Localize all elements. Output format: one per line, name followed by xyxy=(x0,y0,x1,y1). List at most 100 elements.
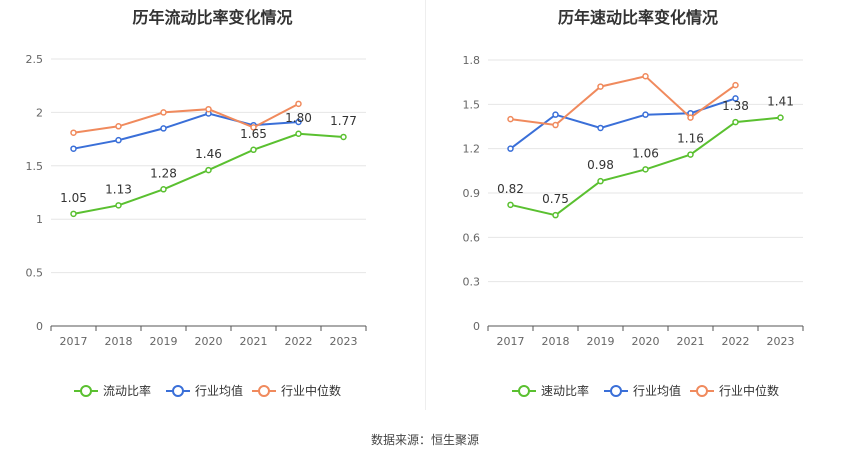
legend-marker xyxy=(518,385,530,397)
data-label: 1.05 xyxy=(60,191,87,205)
data-point xyxy=(70,129,77,136)
x-tick-label: 2023 xyxy=(330,335,358,348)
series-line xyxy=(509,97,736,150)
data-label: 0.75 xyxy=(542,192,569,206)
y-tick-label: 0.6 xyxy=(463,231,481,244)
data-label: 1.80 xyxy=(285,111,312,125)
data-point xyxy=(295,100,302,108)
data-point xyxy=(115,136,122,144)
data-point xyxy=(552,211,559,219)
data-label: 1.46 xyxy=(195,147,222,161)
data-point xyxy=(507,145,514,152)
y-tick-label: 2 xyxy=(36,106,43,119)
chart-title: 历年流动比率变化情况 xyxy=(132,8,293,27)
legend-marker xyxy=(610,385,622,397)
x-tick-label: 2020 xyxy=(632,335,660,348)
chart-title: 历年速动比率变化情况 xyxy=(557,8,718,27)
panel-divider xyxy=(425,0,426,410)
data-label: 1.77 xyxy=(330,114,357,128)
data-point xyxy=(732,81,739,89)
data-point xyxy=(295,118,302,126)
data-point xyxy=(687,151,694,158)
data-point xyxy=(205,166,212,174)
data-label: 1.13 xyxy=(105,182,132,196)
x-tick-label: 2017 xyxy=(497,335,525,348)
data-label: 1.41 xyxy=(767,95,794,109)
data-label: 1.65 xyxy=(240,127,267,141)
y-tick-label: 1.2 xyxy=(463,143,481,156)
data-label: 1.28 xyxy=(150,166,177,180)
data-point xyxy=(70,210,77,218)
data-point xyxy=(642,111,649,118)
data-point xyxy=(295,130,302,138)
y-tick-label: 1.8 xyxy=(463,54,481,67)
current-ratio-chart: 历年流动比率变化情况 0 0.5 1 1.5 2 2.5 2017 2018 2019 2020 2… xyxy=(0,0,425,420)
legend-label: 行业均值 xyxy=(633,383,681,398)
legend-marker xyxy=(172,385,184,397)
data-label: 1.06 xyxy=(632,146,659,160)
data-point xyxy=(160,109,167,116)
x-tick-label: 2020 xyxy=(195,335,223,348)
series-line xyxy=(73,112,299,150)
data-point xyxy=(732,95,739,102)
y-tick-label: 0.3 xyxy=(463,276,481,289)
current-ratio-plot: 0 0.5 1 1.5 2 2.5 2017 2018 2019 2020 2021 2022 2023… xyxy=(26,53,367,398)
legend-marker xyxy=(696,385,708,397)
legend-label: 流动比率 xyxy=(103,383,151,398)
data-label: 0.98 xyxy=(587,158,614,172)
x-tick-label: 2022 xyxy=(285,335,313,348)
legend-label: 行业均值 xyxy=(195,383,243,398)
series-line xyxy=(510,75,737,127)
series-line xyxy=(73,132,344,215)
data-point xyxy=(507,115,514,123)
series-line xyxy=(73,103,299,134)
legend-label: 行业中位数 xyxy=(719,383,779,398)
data-point xyxy=(687,114,694,121)
x-tick-label: 2019 xyxy=(587,335,615,348)
data-point xyxy=(250,146,257,154)
x-tick-label: 2019 xyxy=(150,335,178,348)
legend-label: 速动比率 xyxy=(541,383,589,398)
y-tick-label: 0.9 xyxy=(463,187,481,200)
data-point xyxy=(552,111,559,118)
data-source: 数据来源：恒生聚源 xyxy=(370,433,479,447)
x-tick-label: 2017 xyxy=(60,335,88,348)
y-tick-label: 1.5 xyxy=(26,160,44,173)
data-point xyxy=(507,201,514,209)
y-tick-label: 1 xyxy=(36,213,43,226)
y-tick-label: 1.5 xyxy=(463,98,481,111)
data-point xyxy=(160,186,167,193)
data-point xyxy=(552,121,559,129)
quick-ratio-plot: 0 0.3 0.6 0.9 1.2 1.5 1.8 2017 2018 2019 2020 2021 2… xyxy=(463,54,804,398)
data-point xyxy=(115,202,122,209)
y-tick-label: 0 xyxy=(36,320,43,333)
x-tick-label: 2022 xyxy=(722,335,750,348)
y-tick-label: 2.5 xyxy=(26,53,44,66)
legend-marker xyxy=(258,385,270,397)
data-point xyxy=(642,73,649,80)
x-tick-label: 2018 xyxy=(542,335,570,348)
x-tick-label: 2021 xyxy=(240,335,268,348)
data-point xyxy=(205,105,212,113)
data-point xyxy=(597,177,604,185)
data-point xyxy=(642,166,649,173)
x-tick-label: 2021 xyxy=(677,335,705,348)
data-label: 1.38 xyxy=(722,99,749,113)
data-label: 0.82 xyxy=(497,182,524,196)
legend-label: 行业中位数 xyxy=(281,383,341,398)
data-point xyxy=(597,83,604,90)
data-point xyxy=(340,133,347,141)
quick-ratio-chart: 历年速动比率变化情况 0 0.3 0.6 0.9 1.2 1.5 1.8 2017 2018 20… xyxy=(426,0,850,420)
y-tick-label: 0.5 xyxy=(26,267,44,280)
data-point xyxy=(115,123,122,130)
x-tick-label: 2018 xyxy=(105,335,133,348)
y-tick-label: 0 xyxy=(473,320,480,333)
data-point xyxy=(250,124,257,131)
x-tick-label: 2023 xyxy=(767,335,795,348)
data-point xyxy=(70,145,77,152)
data-point xyxy=(597,124,604,132)
data-point xyxy=(777,114,784,121)
data-label: 1.16 xyxy=(677,132,704,146)
data-point xyxy=(160,125,167,132)
data-point xyxy=(732,118,739,126)
